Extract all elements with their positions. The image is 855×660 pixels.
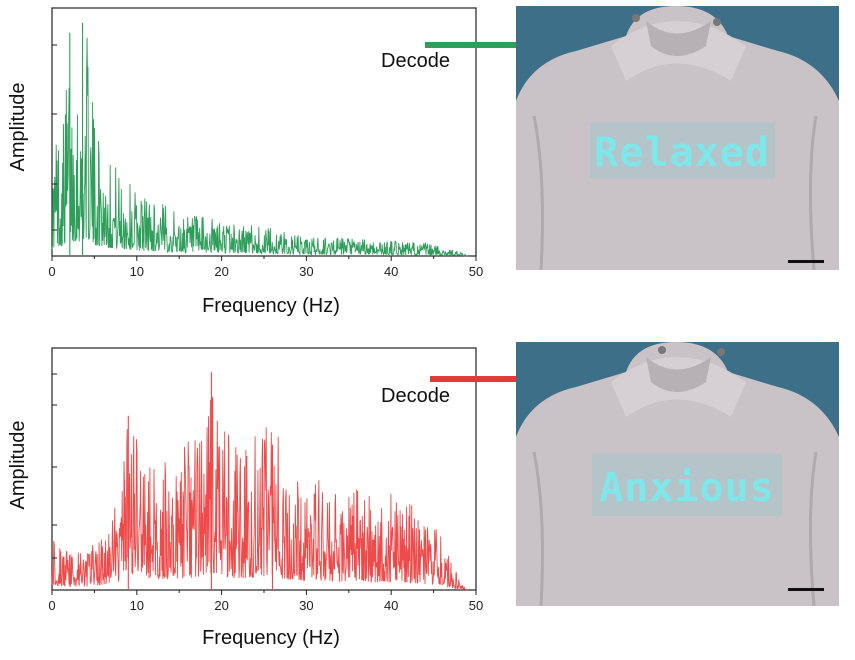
y-axis-title: Amplitude: [7, 83, 29, 172]
led-display-panel: [590, 122, 775, 178]
spectrum-trace: [51, 37, 468, 257]
x-axis-title: Frequency (Hz): [202, 627, 340, 649]
decode-label-relaxed: Decode: [381, 50, 450, 72]
x-tick-label: 20: [214, 264, 228, 279]
hoodie-photo-relaxed: Relaxed: [516, 6, 839, 270]
x-tick-label: 30: [299, 598, 313, 613]
anxious-panel: 0 10 20 30 40 50 Frequency (Hz) Amplitude Dec…: [0, 330, 855, 660]
x-tick-label: 40: [384, 264, 398, 279]
x-axis-title: Frequency (Hz): [202, 295, 340, 317]
spectrum-trace: [51, 396, 468, 591]
x-tick-label: 20: [214, 598, 228, 613]
relaxed-spectrum-chart: 0 10 20 30 40 50 Frequency (Hz) Amplitude: [7, 7, 483, 317]
decode-label-anxious: Decode: [381, 385, 450, 407]
scale-bar: [788, 260, 824, 263]
x-tick-label: 30: [299, 264, 313, 279]
x-tick-label: 10: [130, 598, 144, 613]
plot-area: 0 10 20 30 40 50: [48, 7, 483, 279]
x-tick-label: 10: [130, 264, 144, 279]
x-tick-label: 40: [384, 598, 398, 613]
led-display-text: Relaxed: [594, 130, 770, 176]
anxious-spectrum-chart: 0 10 20 30 40 50 Frequency (Hz) Amplitude: [7, 347, 483, 649]
relaxed-panel: 0 10 20 30 40 50 Frequency (Hz) Amplitude Dec…: [7, 6, 839, 317]
led-display-panel: [592, 454, 782, 516]
x-tick-label: 50: [469, 598, 483, 613]
x-tick-label: 0: [48, 264, 55, 279]
y-axis-title: Amplitude: [7, 421, 29, 510]
x-tick-label: 50: [469, 264, 483, 279]
scale-bar: [788, 588, 824, 591]
hoodie-photo-anxious: Anxious: [516, 342, 839, 606]
x-tick-label: 0: [48, 598, 55, 613]
led-display-text: Anxious: [599, 465, 775, 511]
plot-area: 0 10 20 30 40 50: [48, 347, 483, 613]
